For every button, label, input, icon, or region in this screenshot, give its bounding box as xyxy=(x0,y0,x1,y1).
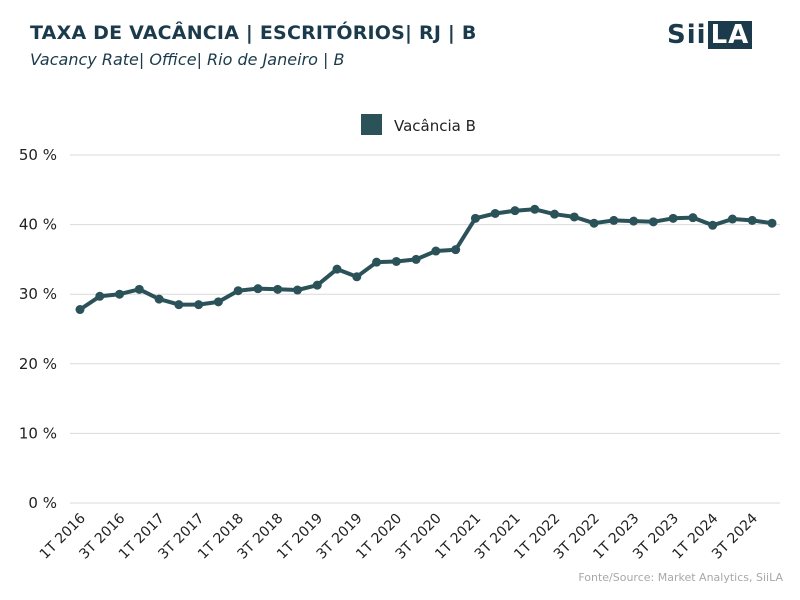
source-note: Fonte/Source: Market Analytics, SiiLA xyxy=(578,571,783,584)
data-point xyxy=(253,284,263,294)
legend-label: Vacância B xyxy=(394,117,476,135)
data-point xyxy=(411,254,421,264)
data-point xyxy=(451,245,461,255)
chart-subtitle: Vacancy Rate| Office| Rio de Janeiro | B xyxy=(30,50,345,69)
data-point xyxy=(194,300,204,310)
data-point xyxy=(530,204,540,214)
data-point xyxy=(569,212,579,222)
data-point xyxy=(391,256,401,266)
data-point xyxy=(470,213,480,223)
data-point xyxy=(213,297,223,307)
data-point xyxy=(668,213,678,223)
data-point xyxy=(332,264,342,274)
data-point xyxy=(609,215,619,225)
legend-swatch xyxy=(361,114,382,135)
y-tick-label: 20 % xyxy=(19,355,57,373)
data-point xyxy=(154,294,164,304)
data-point xyxy=(550,209,560,219)
y-tick-label: 0 % xyxy=(28,494,57,512)
data-point xyxy=(312,280,322,290)
data-point xyxy=(273,284,283,294)
data-point xyxy=(490,208,500,218)
chart-title: TAXA DE VACÂNCIA | ESCRITÓRIOS| RJ | B xyxy=(30,22,477,44)
data-point xyxy=(75,305,85,315)
y-tick-label: 40 % xyxy=(19,216,57,234)
y-tick-label: 50 % xyxy=(19,146,57,164)
data-point xyxy=(95,291,105,301)
siila-logo: Sii LA xyxy=(667,20,783,50)
data-point xyxy=(747,215,757,225)
y-tick-label: 10 % xyxy=(19,424,57,442)
data-point xyxy=(727,214,737,224)
data-point xyxy=(648,217,658,227)
data-point xyxy=(688,213,698,223)
data-point xyxy=(708,220,718,230)
data-point xyxy=(629,216,639,226)
data-point xyxy=(233,286,243,296)
data-point xyxy=(352,272,362,282)
data-point xyxy=(589,218,599,228)
data-point xyxy=(115,289,125,299)
data-point xyxy=(431,246,441,256)
data-point xyxy=(372,257,382,267)
data-point xyxy=(292,285,302,295)
logo-text: Sii xyxy=(667,20,707,50)
data-point xyxy=(767,218,777,228)
y-tick-label: 30 % xyxy=(19,285,57,303)
data-point xyxy=(174,300,184,310)
data-point xyxy=(510,206,520,216)
data-point xyxy=(134,284,144,294)
logo-box-text: LA xyxy=(707,21,753,49)
